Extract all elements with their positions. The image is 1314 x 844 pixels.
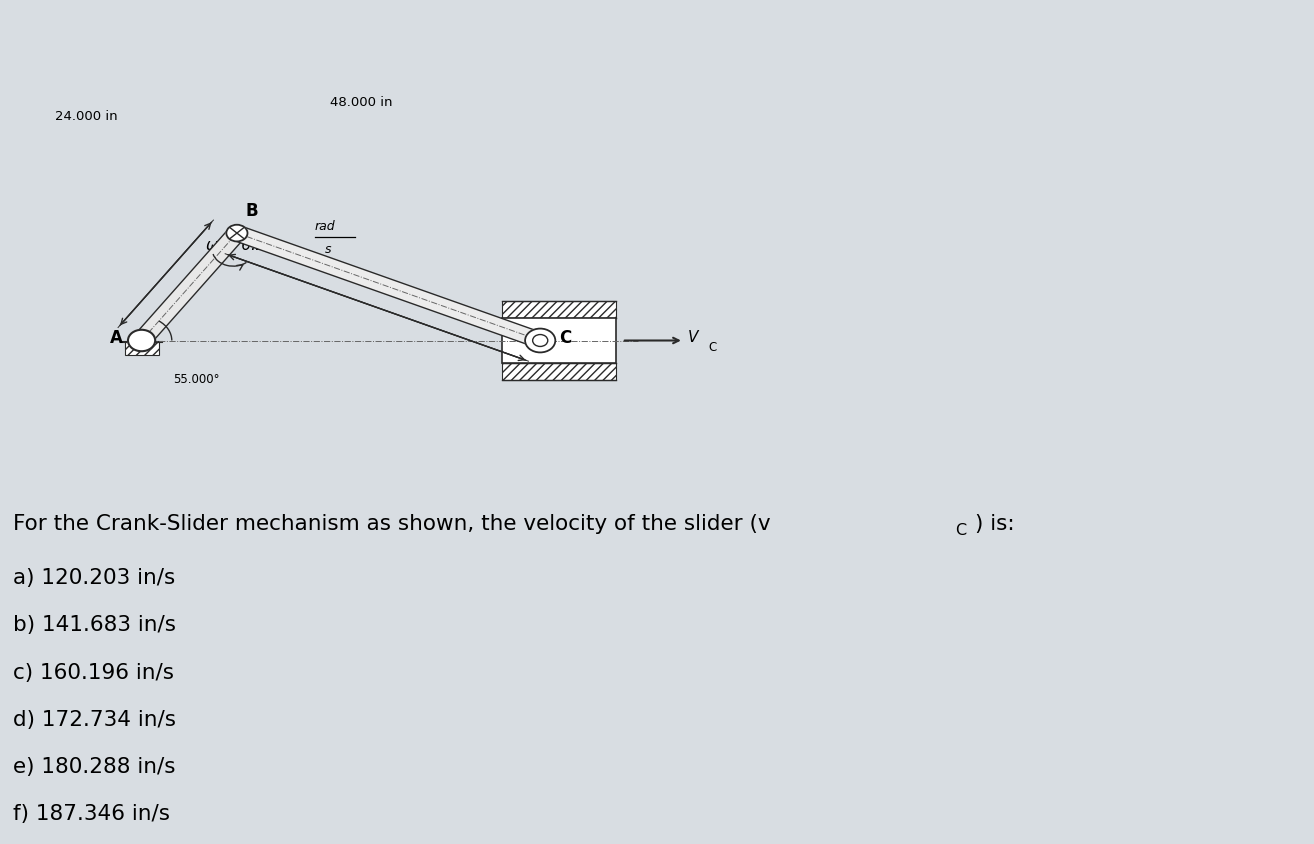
Text: d) 172.734 in/s: d) 172.734 in/s bbox=[13, 710, 176, 730]
Text: C: C bbox=[558, 328, 572, 347]
Polygon shape bbox=[134, 229, 244, 345]
Circle shape bbox=[532, 334, 548, 346]
Text: For the Crank-Slider mechanism as shown, the velocity of the slider (v: For the Crank-Slider mechanism as shown,… bbox=[13, 514, 771, 533]
Text: C: C bbox=[955, 522, 966, 538]
Text: s: s bbox=[325, 243, 331, 257]
Text: e) 180.288 in/s: e) 180.288 in/s bbox=[13, 757, 176, 776]
Circle shape bbox=[226, 225, 247, 241]
Bar bbox=[125, 342, 159, 354]
Text: rad: rad bbox=[314, 219, 335, 233]
Text: c) 160.196 in/s: c) 160.196 in/s bbox=[13, 663, 175, 683]
Text: A: A bbox=[110, 328, 122, 347]
Text: ω = 6.2: ω = 6.2 bbox=[206, 238, 265, 252]
Text: f) 187.346 in/s: f) 187.346 in/s bbox=[13, 804, 170, 824]
Text: ) is:: ) is: bbox=[975, 514, 1014, 533]
Polygon shape bbox=[233, 226, 544, 348]
Bar bbox=[502, 363, 616, 380]
Text: 55.000°: 55.000° bbox=[173, 373, 219, 387]
Circle shape bbox=[526, 328, 556, 353]
Text: V: V bbox=[687, 330, 698, 345]
Text: 24.000 in: 24.000 in bbox=[55, 111, 117, 123]
Circle shape bbox=[127, 330, 155, 351]
Text: 48.000 in: 48.000 in bbox=[330, 95, 393, 109]
Text: C: C bbox=[708, 341, 716, 354]
Text: B: B bbox=[246, 202, 259, 220]
Text: b) 141.683 in/s: b) 141.683 in/s bbox=[13, 615, 176, 636]
Bar bbox=[502, 301, 616, 318]
Text: a) 120.203 in/s: a) 120.203 in/s bbox=[13, 568, 175, 588]
Bar bbox=[502, 318, 616, 363]
